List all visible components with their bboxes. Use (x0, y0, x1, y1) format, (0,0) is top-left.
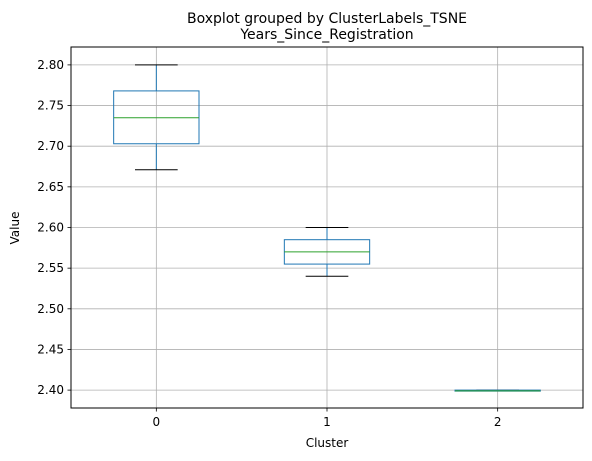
x-axis-label: Cluster (306, 436, 349, 450)
x-tick-label: 1 (323, 415, 331, 429)
x-tick-label: 0 (153, 415, 161, 429)
y-tick-label: 2.50 (37, 302, 64, 316)
y-tick-label: 2.80 (37, 58, 64, 72)
y-tick-label: 2.45 (37, 342, 64, 356)
y-tick-label: 2.75 (37, 99, 64, 113)
y-tick-label: 2.70 (37, 139, 64, 153)
y-tick-label: 2.60 (37, 221, 64, 235)
x-axis-ticks: 0 1 2 (153, 408, 502, 429)
box-1 (283, 227, 371, 277)
y-tick-label: 2.55 (37, 261, 64, 275)
y-tick-label: 2.40 (37, 383, 64, 397)
boxes-layer (113, 64, 541, 392)
plot-area-frame (70, 46, 584, 409)
y-axis-ticks: 2.40 2.45 2.50 2.55 2.60 2.65 2.70 2.75 2.80 (37, 58, 71, 397)
box-2 (454, 389, 541, 392)
chart-suptitle: Boxplot grouped by ClusterLabels_TSNE (187, 11, 467, 27)
y-tick-label: 2.65 (37, 180, 64, 194)
chart-title: Years_Since_Registration (239, 27, 413, 43)
x-tick-label: 2 (494, 415, 502, 429)
box-0 (113, 64, 200, 171)
y-axis-label: Value (8, 212, 22, 245)
